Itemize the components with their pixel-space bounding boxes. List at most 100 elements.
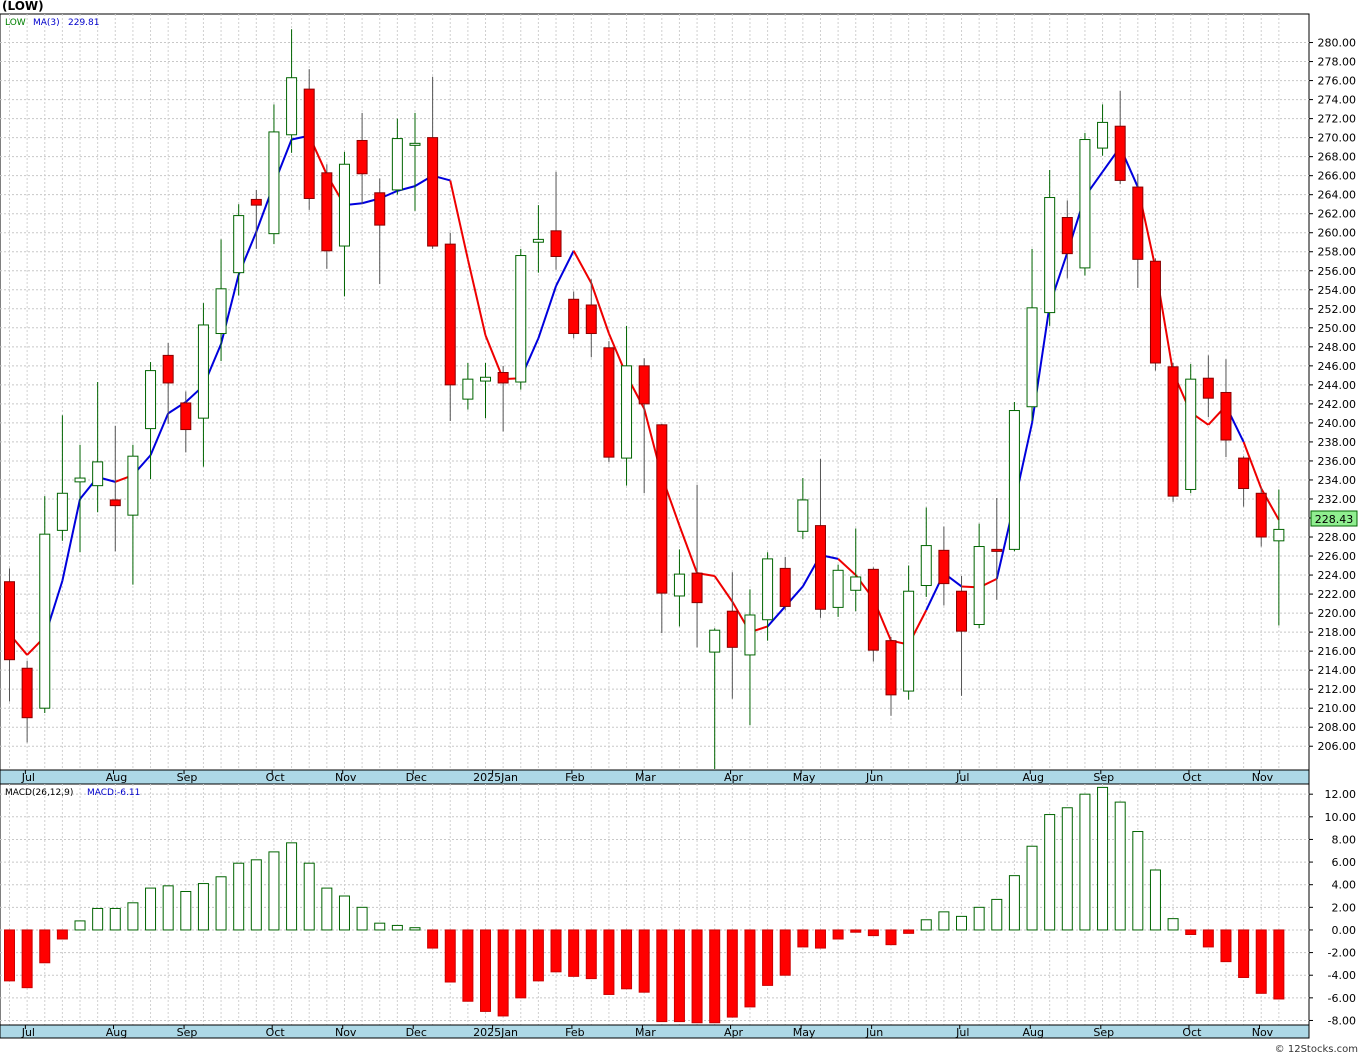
candle-down [180, 391, 192, 453]
macd-bar-positive [356, 906, 368, 931]
candle-body [1255, 492, 1267, 538]
macd-bar-positive [233, 862, 245, 931]
ma3-segment [466, 259, 487, 336]
candle-body [568, 298, 580, 335]
macd-bar-negative [673, 929, 685, 1023]
macd-bar-positive [1167, 918, 1179, 931]
candle-up [973, 523, 985, 629]
price-panel-frame [0, 13, 1310, 771]
macd-bar-negative [867, 929, 879, 937]
macd-bar-negative [1185, 929, 1197, 935]
macd-bar-positive [1132, 831, 1144, 931]
candle-body [1238, 457, 1250, 490]
price-x-tick-label: 2025Jan [473, 771, 518, 784]
macd-y-tick-label: 0.00 [1332, 924, 1357, 937]
candle-body [515, 255, 527, 383]
candle-body [1132, 186, 1144, 260]
price-legend-symbol: LOW [5, 18, 26, 28]
macd-x-tick-label: Oct [1182, 1026, 1202, 1039]
ma3-segment [837, 558, 857, 576]
price-x-tick-label: Sep [1093, 771, 1114, 784]
candle-down [885, 636, 897, 716]
macd-bar-negative [621, 929, 633, 990]
candle-up [903, 565, 915, 700]
candle-body [673, 573, 685, 597]
price-y-tick-label: 270.00 [1318, 132, 1357, 145]
macd-bar-positive [92, 907, 104, 931]
macd-bar-negative [1220, 929, 1232, 963]
price-y-tick-label: 238.00 [1318, 436, 1357, 449]
candle-body [1097, 121, 1109, 149]
candle-body [991, 548, 1003, 552]
candle-down [938, 526, 950, 606]
candle-up [1008, 401, 1020, 552]
macd-bar-positive [286, 842, 298, 931]
candle-up [127, 444, 139, 585]
candle-up [480, 362, 492, 419]
candle-down [1255, 487, 1267, 547]
macd-x-tick-label: Aug [106, 1026, 127, 1039]
candle-up [56, 415, 68, 541]
candle-down [956, 576, 968, 696]
candle-body [21, 667, 33, 719]
candle-up [532, 205, 544, 273]
macd-y-tick-label: 10.00 [1325, 811, 1357, 824]
candle-body [656, 424, 668, 594]
candle-body [814, 525, 826, 610]
macd-bar-negative [797, 929, 809, 948]
ma3-segment [590, 282, 610, 334]
macd-bar-negative [568, 929, 580, 977]
macd-bar-negative [585, 929, 597, 980]
ma3-segment [484, 335, 505, 380]
candle-up [215, 239, 227, 362]
candle-down [1238, 456, 1250, 507]
macd-y-tick-label: -6.00 [1328, 992, 1356, 1005]
candle-body [621, 365, 633, 459]
price-x-tick-label: Oct [266, 771, 286, 784]
candle-body [145, 370, 157, 430]
macd-bar-positive [1008, 875, 1020, 931]
macd-bar-positive [127, 902, 139, 931]
price-x-tick-label: Nov [335, 771, 357, 784]
price-y-tick-label: 256.00 [1318, 265, 1357, 278]
macd-x-tick-label: Nov [335, 1026, 357, 1039]
price-y-tick-label: 280.00 [1318, 37, 1357, 50]
macd-bar-negative [1238, 929, 1250, 978]
price-y-tick-label: 254.00 [1318, 284, 1357, 297]
price-y-tick-label: 212.00 [1318, 683, 1357, 696]
ma3-segment [537, 285, 557, 339]
candle-up [1026, 248, 1038, 422]
price-y-tick-label: 228.00 [1318, 531, 1357, 544]
price-legend-ma-label: MA(3) [33, 18, 60, 28]
price-x-tick-label: Dec [406, 771, 427, 784]
candle-down [585, 279, 597, 358]
macd-y-axis: -8.00 -6.00 -4.00 -2.00 0.00 2.00 4.00 6.00 8.00… [1309, 788, 1356, 1027]
candle-body [973, 546, 985, 626]
macd-bar-negative [56, 929, 68, 940]
candle-down [356, 112, 368, 205]
candle-down [250, 189, 262, 249]
macd-bar-negative [850, 929, 862, 933]
candle-down [374, 178, 386, 285]
macd-bar-negative [638, 929, 650, 993]
macd-bar-negative [779, 929, 791, 976]
macd-bar-negative [709, 929, 721, 1024]
macd-y-tick-label: -4.00 [1328, 969, 1356, 982]
macd-date-axis-strip [0, 1024, 1310, 1039]
candle-body [286, 77, 298, 136]
candle-up [621, 325, 633, 486]
price-x-tick-label: Feb [565, 771, 584, 784]
ma3-segment [572, 250, 593, 284]
price-x-tick-label: Aug [1023, 771, 1044, 784]
candle-up [462, 362, 474, 410]
macd-bar-positive [338, 895, 350, 931]
candlestick-series [4, 29, 1285, 770]
price-x-tick-label: Jun [865, 771, 883, 784]
candle-body [1202, 377, 1214, 399]
candle-body [74, 477, 86, 483]
candle-body [744, 614, 756, 656]
price-x-tick-label: Jul [21, 771, 35, 784]
candle-up [1273, 489, 1285, 626]
candle-up [39, 496, 51, 713]
